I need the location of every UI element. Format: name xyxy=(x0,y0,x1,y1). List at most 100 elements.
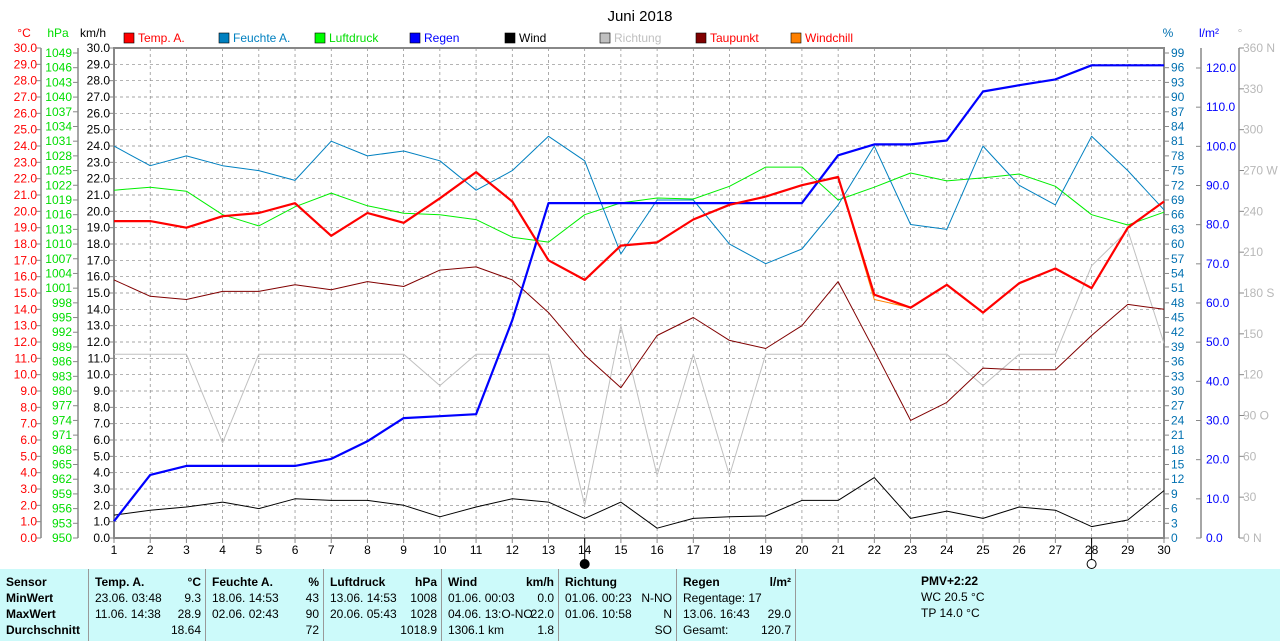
wind-tick-label: 6.0 xyxy=(93,433,110,447)
temp-unit: °C xyxy=(187,575,201,589)
rain-axis-unit: l/m² xyxy=(1199,26,1219,40)
direction-tick-label: 180 S xyxy=(1243,286,1274,300)
humidity-tick-label: 36 xyxy=(1171,355,1185,369)
direction-tick-label: 210 xyxy=(1243,245,1263,259)
wind-tick-label: 13.0 xyxy=(87,319,111,333)
humidity-header: Feuchte A. xyxy=(212,575,273,589)
temp-max: 28.9 xyxy=(177,607,201,621)
temp-min-time: 23.06. 03:48 xyxy=(95,591,162,605)
temp-tick-label: 10.0 xyxy=(14,368,38,382)
temp-tick-label: 6.0 xyxy=(20,433,37,447)
pressure-tick-label: 1007 xyxy=(45,252,72,266)
pressure-tick-label: 1004 xyxy=(45,266,72,280)
wind-tick-label: 19.0 xyxy=(87,221,111,235)
temp-tick-label: 15.0 xyxy=(14,286,38,300)
temp-tick-label: 0.0 xyxy=(20,531,37,545)
direction-min-time: 01.06. 00:23 xyxy=(565,591,632,605)
temp-header: Temp. A. xyxy=(95,575,145,589)
x-tick-label: 21 xyxy=(831,543,845,557)
pressure-tick-label: 983 xyxy=(52,369,72,383)
pressure-tick-label: 971 xyxy=(52,428,72,442)
temp-tick-label: 1.0 xyxy=(20,515,37,529)
new-moon-icon xyxy=(1086,559,1097,569)
rain-tick-label: 120.0 xyxy=(1206,61,1236,75)
direction-column: Richtung 01.06. 00:23 N-NO 01.06. 10:58 N … xyxy=(558,569,676,641)
x-tick-label: 10 xyxy=(433,543,447,557)
rain-tick-label: 110.0 xyxy=(1206,100,1235,114)
temp-tick-label: 28.0 xyxy=(14,74,38,88)
wind-max: 22.0 xyxy=(530,607,554,621)
pressure-tick-label: 1034 xyxy=(45,119,72,133)
pmv-value: PMV+2:22 xyxy=(921,574,979,588)
rain-tick-label: 80.0 xyxy=(1206,218,1230,232)
wind-tick-label: 7.0 xyxy=(93,417,110,431)
pressure-tick-label: 1028 xyxy=(45,149,72,163)
pressure-avg: 1018.9 xyxy=(400,623,437,637)
legend-swatch-6 xyxy=(695,32,707,44)
pressure-header: Luftdruck xyxy=(330,575,386,589)
wind-tick-label: 29.0 xyxy=(87,57,111,71)
humidity-tick-label: 69 xyxy=(1171,193,1185,207)
rain-tick-label: 50.0 xyxy=(1206,335,1230,349)
pressure-tick-label: 980 xyxy=(52,384,72,398)
wind-tick-label: 25.0 xyxy=(87,123,111,137)
wind-tick-label: 26.0 xyxy=(87,106,111,120)
legend-swatch-7 xyxy=(790,32,802,44)
series-line-temp-a- xyxy=(114,171,1165,314)
humidity-tick-label: 84 xyxy=(1171,119,1185,133)
x-tick-label: 16 xyxy=(650,543,664,557)
temp-tick-label: 11.0 xyxy=(15,351,38,365)
humidity-tick-label: 90 xyxy=(1171,90,1185,104)
temp-tick-label: 26.0 xyxy=(14,106,38,120)
pressure-tick-label: 1022 xyxy=(45,178,72,192)
x-tick-label: 19 xyxy=(759,543,773,557)
direction-max: N xyxy=(663,607,672,621)
sensor-header: Sensor xyxy=(6,575,47,589)
legend-label: Richtung xyxy=(614,31,661,45)
pressure-tick-label: 1040 xyxy=(45,90,72,104)
pressure-min: 1008 xyxy=(410,591,437,605)
pressure-min-time: 13.06. 14:53 xyxy=(330,591,397,605)
direction-tick-label: 90 O xyxy=(1243,409,1269,423)
pressure-tick-label: 995 xyxy=(52,311,72,325)
rain-column: Regen l/m² Regentage: 17 13.06. 16:43 29.0… xyxy=(676,569,795,641)
temp-tick-label: 25.0 xyxy=(14,123,38,137)
temp-tick-label: 8.0 xyxy=(20,400,37,414)
direction-tick-label: 360 N xyxy=(1243,41,1275,55)
x-tick-label: 18 xyxy=(723,543,737,557)
x-tick-label: 15 xyxy=(614,543,628,557)
humidity-tick-label: 93 xyxy=(1171,75,1185,89)
direction-tick-label: 330 xyxy=(1243,82,1263,96)
humidity-tick-label: 57 xyxy=(1171,252,1185,266)
humidity-tick-label: 66 xyxy=(1171,208,1185,222)
wind-tick-label: 27.0 xyxy=(87,90,111,104)
direction-min: N-NO xyxy=(641,591,672,605)
x-tick-label: 8 xyxy=(364,543,371,557)
wind-tick-label: 17.0 xyxy=(87,253,111,267)
wind-tick-label: 15.0 xyxy=(87,286,111,300)
x-tick-label: 29 xyxy=(1121,543,1135,557)
temp-tick-label: 14.0 xyxy=(14,302,38,316)
x-tick-label: 7 xyxy=(328,543,335,557)
pressure-max: 1028 xyxy=(410,607,437,621)
temp-tick-label: 21.0 xyxy=(14,188,38,202)
humidity-tick-label: 42 xyxy=(1171,325,1185,339)
rain-tick-label: 10.0 xyxy=(1206,492,1230,506)
wind-axis-unit: km/h xyxy=(80,26,106,40)
chart-title: Juni 2018 xyxy=(607,8,672,25)
humidity-tick-label: 0 xyxy=(1171,531,1178,545)
wind-header: Wind xyxy=(448,575,478,589)
temp-max-time: 11.06. 14:38 xyxy=(95,607,161,621)
x-tick-label: 3 xyxy=(183,543,190,557)
legend-label: Luftdruck xyxy=(329,31,379,45)
wind-tick-label: 30.0 xyxy=(87,41,111,55)
pressure-tick-label: 974 xyxy=(52,413,72,427)
legend-swatch-5 xyxy=(599,32,611,44)
direction-max-time: 01.06. 10:58 xyxy=(565,607,632,621)
wind-tick-label: 22.0 xyxy=(87,172,111,186)
full-moon-icon xyxy=(579,559,590,569)
rain-header: Regen xyxy=(683,575,720,589)
rain-tick-label: 90.0 xyxy=(1206,179,1230,193)
x-tick-label: 24 xyxy=(940,543,954,557)
humidity-unit: % xyxy=(308,575,319,589)
